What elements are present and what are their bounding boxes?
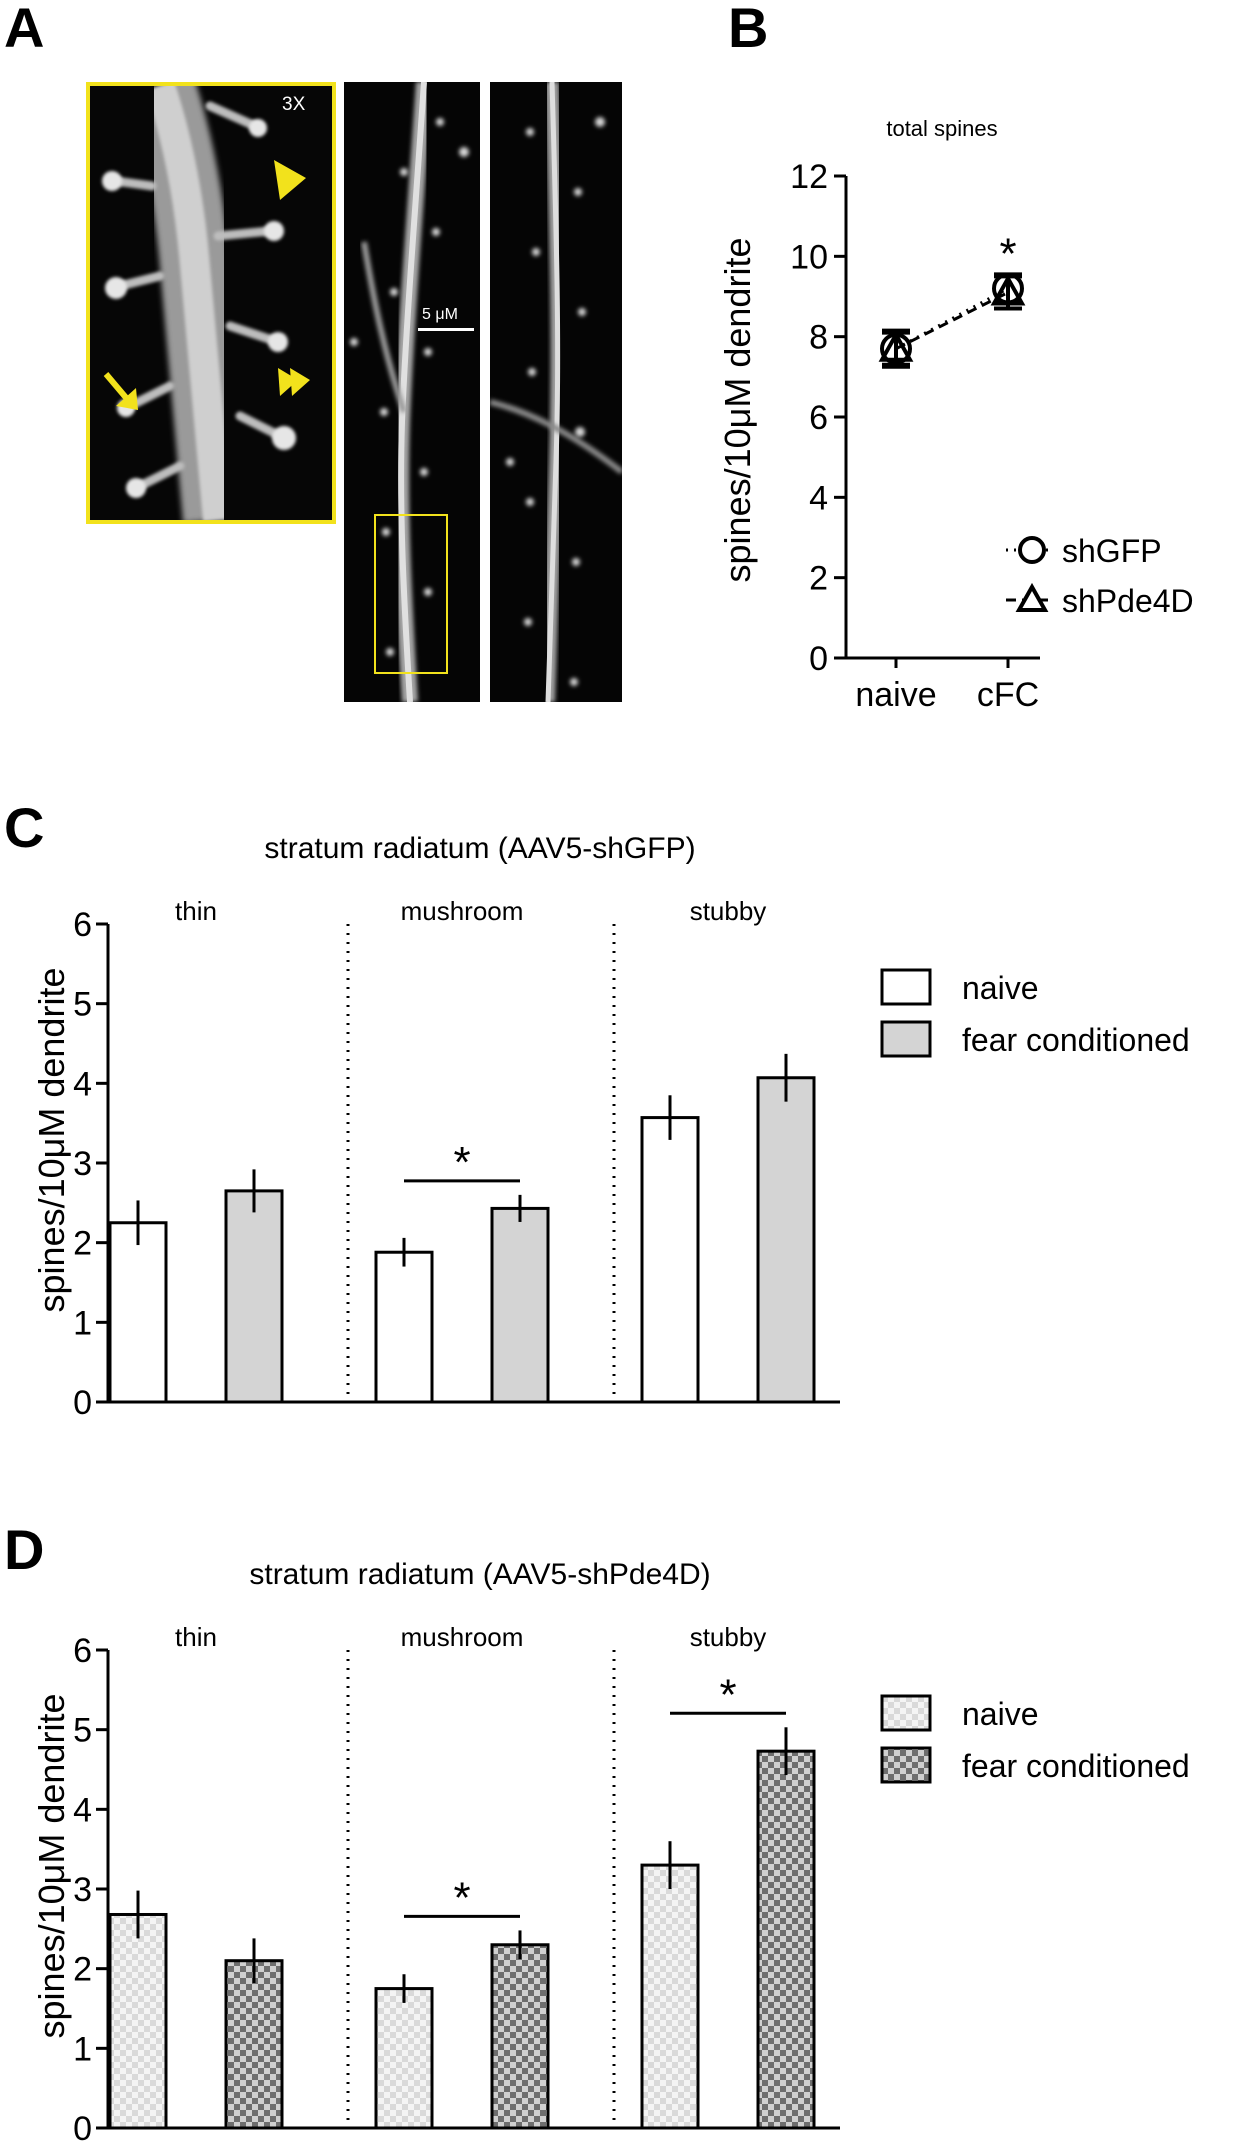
- chart-c-bar: [490, 1206, 550, 1404]
- scale-bar-label: 5 μM: [422, 306, 458, 323]
- dendrite-image-1: [344, 82, 480, 702]
- chart-b-ytick-label: 0: [809, 640, 828, 678]
- chart-d-significance-star: *: [719, 1670, 736, 1719]
- chart-c-bar: [224, 1189, 284, 1404]
- chart-c-bar: [374, 1250, 434, 1404]
- chart-d-ylabel: spines/10μM dendrite: [31, 1694, 72, 2039]
- chart-b-ytick-label: 4: [809, 479, 828, 517]
- chart-c-bar: [640, 1116, 700, 1404]
- chart-c-bar: [756, 1076, 816, 1404]
- chart-d-bar: [224, 1959, 284, 2130]
- zoom-label: 3X: [282, 94, 306, 115]
- chart-d-shpde4d: stratum radiatum (AAV5-shPde4D) spines/1…: [31, 1558, 1190, 2146]
- chart-b-series-line: [895, 287, 1009, 351]
- chart-b-series-line: [895, 291, 1009, 351]
- chart-d-bar: [640, 1863, 700, 2130]
- chart-c-shgfp: stratum radiatum (AAV5-shGFP) spines/10μ…: [31, 832, 1190, 1420]
- chart-c-legend-swatch: [880, 1020, 932, 1058]
- chart-d-bar: [756, 1749, 816, 2130]
- chart-b-point-triangle: [878, 330, 914, 362]
- inset-region-box: [374, 514, 448, 674]
- arrowhead-marker: [274, 160, 306, 200]
- chart-c-ytick-label: 4: [73, 1065, 92, 1103]
- chart-b-significance-star: *: [999, 229, 1016, 278]
- micrograph-inset: 3X: [86, 82, 336, 524]
- chart-d-title: stratum radiatum (AAV5-shPde4D): [249, 1558, 710, 1591]
- micrograph-dendrite-2: [490, 82, 622, 702]
- chart-c-group-label: mushroom: [401, 896, 524, 926]
- chart-c-ylabel: spines/10μM dendrite: [31, 968, 72, 1313]
- chart-c-legend-label: naive: [962, 970, 1039, 1006]
- chart-b-ytick-label: 10: [790, 238, 828, 276]
- chart-c-legend-label: fear conditioned: [962, 1022, 1190, 1058]
- chart-c-ytick-label: 0: [73, 1384, 92, 1420]
- chart-b-title: total spines: [886, 116, 997, 141]
- chart-c-ytick-label: 1: [73, 1304, 92, 1342]
- panel-letter-c: C: [4, 796, 45, 859]
- chart-d-group-label: mushroom: [401, 1622, 524, 1652]
- chart-b-legend-marker-triangle: [1015, 582, 1049, 612]
- chart-d-ytick-label: 5: [73, 1712, 92, 1750]
- chart-d-bar: [490, 1943, 550, 2130]
- chart-d-bar: [108, 1912, 168, 2130]
- chart-b-point-triangle: [990, 274, 1026, 306]
- chart-d-group-label: stubby: [690, 1622, 767, 1652]
- double-arrowhead-marker: [278, 368, 310, 396]
- chart-c-ytick-label: 3: [73, 1145, 92, 1183]
- chart-d-legend-label: fear conditioned: [962, 1748, 1190, 1784]
- chart-b-total-spines: total spines spines/10μM dendrite 0 2 4 6 8 1…: [720, 116, 1194, 714]
- scale-bar: [418, 328, 474, 331]
- chart-d-ytick-label: 6: [73, 1632, 92, 1670]
- chart-d-bar: [374, 1987, 434, 2130]
- chart-d-ytick-label: 1: [73, 2030, 92, 2068]
- chart-b-legend-label: shGFP: [1062, 533, 1162, 569]
- chart-d-legend-swatch: [880, 1694, 932, 1732]
- chart-d-significance-star: *: [453, 1873, 470, 1922]
- chart-c-group-label: stubby: [690, 896, 767, 926]
- chart-d-ytick-label: 2: [73, 1951, 92, 1989]
- chart-c-ytick-label: 2: [73, 1225, 92, 1263]
- chart-b-ytick-label: 6: [809, 399, 828, 437]
- chart-b-ylabel: spines/10μM dendrite: [720, 238, 758, 583]
- panel-letter-d: D: [4, 1518, 45, 1581]
- dendrite-zoom-image: [90, 86, 332, 520]
- arrow-marker: [103, 372, 138, 410]
- chart-c-ytick-label: 6: [73, 906, 92, 944]
- chart-d-legend-label: naive: [962, 1696, 1039, 1732]
- panel-letter-b: B: [728, 0, 769, 59]
- micrograph-dendrite-1: 5 μM: [344, 82, 480, 702]
- chart-b-xtick-label: naive: [855, 676, 936, 714]
- chart-c-legend-swatch: [880, 968, 932, 1006]
- chart-c-group-label: thin: [175, 896, 217, 926]
- chart-c-title: stratum radiatum (AAV5-shGFP): [264, 832, 695, 865]
- chart-c-ytick-label: 5: [73, 986, 92, 1024]
- dendrite-image-2: [490, 82, 622, 702]
- chart-d-ytick-label: 4: [73, 1791, 92, 1829]
- chart-b-legend-marker-circle: [1018, 536, 1046, 564]
- chart-b-ytick-label: 8: [809, 319, 828, 357]
- chart-d-group-label: thin: [175, 1622, 217, 1652]
- chart-b-ytick-label: 2: [809, 560, 828, 598]
- chart-c-bar: [108, 1221, 168, 1404]
- chart-b-ytick-label: 12: [790, 158, 828, 196]
- chart-d-legend-swatch: [880, 1746, 932, 1784]
- chart-c-significance-star: *: [453, 1138, 470, 1187]
- chart-d-ytick-label: 3: [73, 1871, 92, 1909]
- chart-b-xtick-label: cFC: [977, 676, 1039, 714]
- chart-b-legend-label: shPde4D: [1062, 583, 1194, 619]
- panel-letter-a: A: [4, 0, 45, 59]
- chart-d-ytick-label: 0: [73, 2110, 92, 2146]
